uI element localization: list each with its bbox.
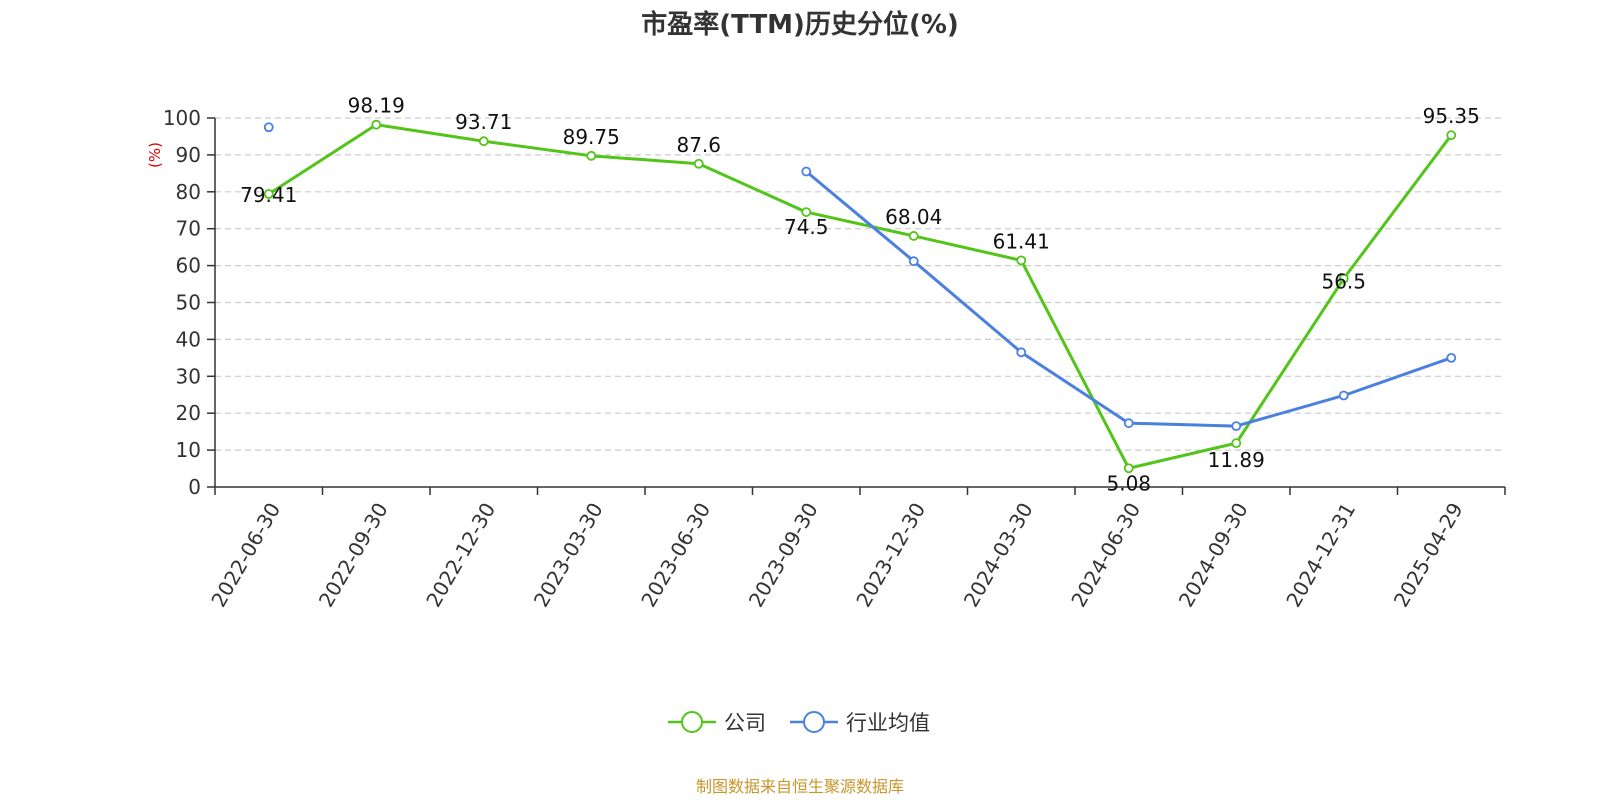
series-line-0 — [267, 123, 1453, 470]
y-tick-label: 20 — [176, 401, 201, 425]
data-label: 95.35 — [1423, 104, 1480, 128]
source-note: 制图数据来自恒生聚源数据库 — [696, 777, 904, 796]
data-point — [801, 207, 812, 217]
legend[interactable]: 公司 行业均值 — [668, 711, 930, 735]
data-point — [1231, 438, 1242, 449]
x-tick-label: 2023-12-30 — [851, 499, 930, 612]
y-axis-unit-label: (%) — [146, 142, 164, 168]
data-point — [693, 158, 704, 169]
y-tick-label: 70 — [176, 217, 201, 241]
x-tick-label: 2024-03-30 — [959, 499, 1038, 612]
data-point — [1338, 273, 1349, 284]
data-point — [1016, 347, 1027, 358]
data-point — [1123, 418, 1134, 429]
grid-lines — [215, 117, 1505, 451]
data-label: 11.89 — [1208, 448, 1265, 472]
data-point — [586, 150, 597, 161]
axes: 0 10 20 30 40 50 60 70 80 90 100 2022-06-30 2022-09-… — [163, 106, 1506, 612]
series-lines — [267, 123, 1453, 470]
y-tick-label: 0 — [188, 475, 201, 499]
y-tick-label: 10 — [176, 438, 201, 462]
data-label: 98.19 — [348, 94, 405, 118]
data-point — [1123, 463, 1134, 474]
data-label: 5.08 — [1106, 471, 1151, 495]
data-label: 93.71 — [455, 110, 512, 134]
data-label: 87.6 — [676, 133, 721, 157]
legend-circle-icon — [681, 711, 703, 733]
legend-label: 行业均值 — [846, 711, 930, 735]
x-tick-label: 2024-06-30 — [1066, 499, 1145, 612]
x-tick-label: 2022-12-30 — [421, 499, 500, 612]
legend-item-1[interactable]: 行业均值 — [790, 711, 930, 735]
x-tick-label: 2023-06-30 — [636, 499, 715, 612]
data-point — [908, 231, 919, 241]
data-labels: 79.41 98.19 93.71 89.75 87.6 74.5 68.04 61.41 5.… — [240, 94, 1480, 496]
y-tick-label: 30 — [176, 364, 201, 388]
data-label: 89.75 — [563, 125, 620, 149]
data-point — [371, 119, 382, 130]
data-point — [1231, 421, 1242, 432]
y-tick-label: 100 — [163, 106, 201, 130]
y-tick-label: 80 — [176, 180, 201, 204]
x-tick-label: 2023-09-30 — [744, 499, 823, 612]
y-tick-label: 90 — [176, 143, 201, 167]
y-tick-label: 40 — [176, 327, 201, 351]
y-tick-label: 50 — [176, 291, 201, 315]
data-label: 61.41 — [993, 229, 1050, 253]
data-point — [263, 189, 274, 199]
data-point — [1338, 390, 1349, 401]
chart-title: 市盈率(TTM)历史分位(%) — [641, 9, 959, 40]
data-point — [801, 166, 812, 177]
data-point — [1446, 352, 1457, 363]
legend-label: 公司 — [724, 711, 766, 735]
x-tick-label: 2022-06-30 — [206, 499, 285, 612]
x-tick-label: 2023-03-30 — [529, 499, 608, 612]
x-tick-label: 2022-09-30 — [314, 499, 393, 612]
x-tick-label: 2024-12-31 — [1281, 499, 1360, 612]
data-point — [908, 256, 919, 267]
legend-item-0[interactable]: 公司 — [668, 711, 766, 735]
data-point — [478, 136, 489, 147]
x-tick-label: 2024-09-30 — [1174, 499, 1253, 612]
y-tick-label: 60 — [176, 254, 201, 278]
data-label: 79.41 — [240, 183, 297, 207]
legend-circle-icon — [803, 711, 825, 733]
data-point — [1016, 255, 1027, 266]
data-label: 74.5 — [784, 215, 829, 239]
series-points — [263, 119, 1457, 474]
data-label: 68.04 — [885, 205, 942, 229]
data-point — [263, 122, 274, 133]
x-tick-label: 2025-04-29 — [1389, 499, 1468, 612]
data-label: 56.5 — [1321, 270, 1366, 294]
data-point — [1446, 130, 1457, 141]
